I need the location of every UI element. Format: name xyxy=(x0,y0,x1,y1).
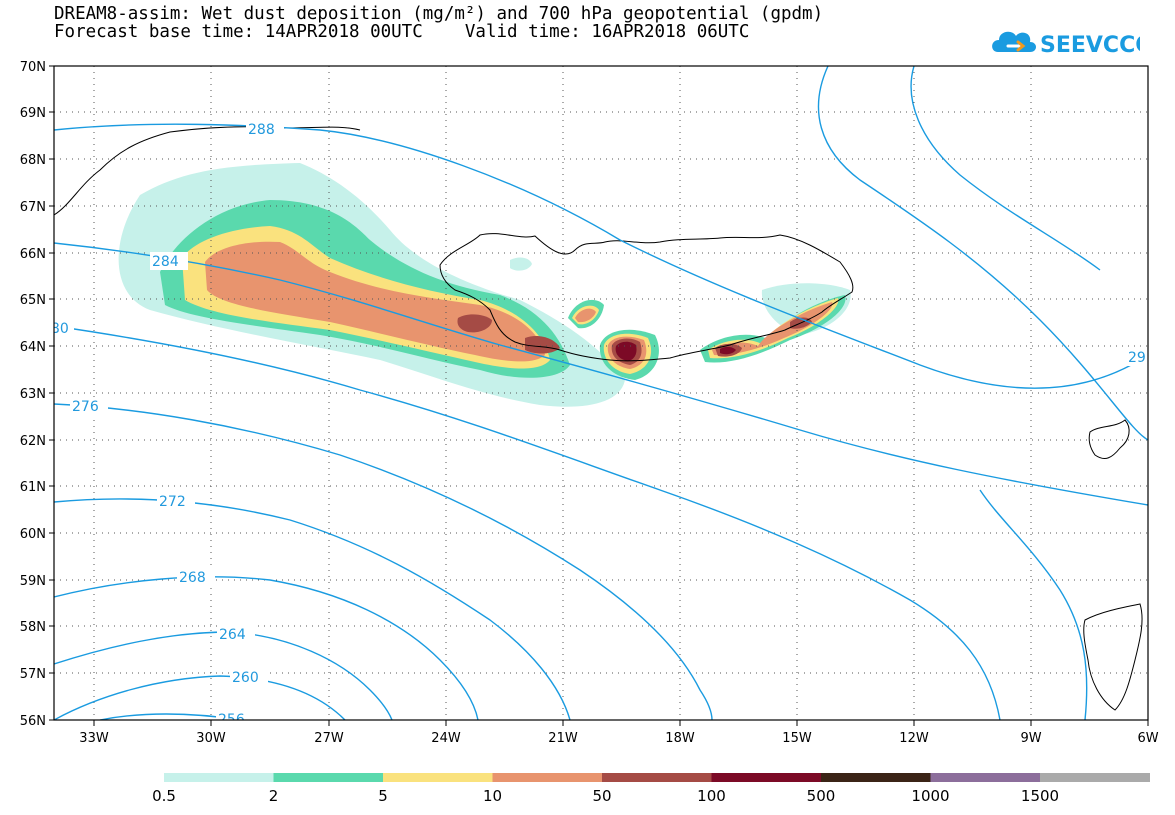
lat-label: 64N xyxy=(20,340,46,355)
legend-swatch xyxy=(383,773,493,782)
contour-labels: 288 284 280 276 272 268 264 260 256 29 xyxy=(42,120,1148,728)
legend-label: 5 xyxy=(378,787,388,805)
legend-label: 0.5 xyxy=(152,787,176,805)
contour-label-268: 268 xyxy=(179,570,206,586)
lat-label: 63N xyxy=(20,387,46,402)
contour-label-280: 280 xyxy=(42,321,69,337)
legend-label: 10 xyxy=(483,787,502,805)
lat-label: 57N xyxy=(20,667,46,682)
contour-label-260: 260 xyxy=(232,670,259,686)
lat-label: 70N xyxy=(20,60,46,75)
lat-label: 69N xyxy=(20,106,46,121)
lon-label: 12W xyxy=(899,731,929,746)
contour-label-288: 288 xyxy=(248,122,275,138)
longitude-labels: 33W 30W 27W 24W 21W 18W 15W 12W 9W 6W xyxy=(79,731,1158,746)
lon-label: 30W xyxy=(196,731,226,746)
seevccc-logo: SEEVCCC xyxy=(992,31,1140,58)
logo-text: SEEVCCC xyxy=(1040,33,1140,58)
legend-label: 1000 xyxy=(911,787,949,805)
contour-label-276: 276 xyxy=(72,399,99,415)
lat-label: 60N xyxy=(20,527,46,542)
color-legend: 0.5 2 5 10 50 100 500 1000 1500 xyxy=(152,773,1150,805)
dust-deposition-field xyxy=(118,163,851,407)
legend-label: 500 xyxy=(807,787,836,805)
lat-label: 68N xyxy=(20,153,46,168)
lon-label: 33W xyxy=(79,731,109,746)
contour-label-284: 284 xyxy=(152,254,179,270)
graticule xyxy=(54,66,1148,720)
latitude-labels: 70N 69N 68N 67N 66N 65N 64N 63N 62N 61N … xyxy=(20,60,46,729)
contour-label-272: 272 xyxy=(159,494,186,510)
lon-label: 24W xyxy=(431,731,461,746)
legend-swatch xyxy=(711,773,822,782)
lat-label: 66N xyxy=(20,247,46,262)
legend-label: 1500 xyxy=(1021,787,1059,805)
lon-label: 15W xyxy=(782,731,812,746)
lat-label: 62N xyxy=(20,434,46,449)
lat-label: 59N xyxy=(20,574,46,589)
axis-ticks xyxy=(49,65,1149,726)
legend-swatch xyxy=(602,773,712,782)
legend-swatch xyxy=(821,773,931,782)
lat-label: 67N xyxy=(20,200,46,215)
coastline xyxy=(54,126,1143,711)
lon-label: 21W xyxy=(548,731,578,746)
geopotential-contours xyxy=(54,66,1148,720)
contour-label-264: 264 xyxy=(219,627,246,643)
legend-swatch xyxy=(1040,773,1150,782)
legend-swatch xyxy=(930,773,1041,782)
lat-label: 58N xyxy=(20,620,46,635)
legend-label: 50 xyxy=(592,787,611,805)
legend-swatch xyxy=(164,773,274,782)
contour-label-29: 29 xyxy=(1128,350,1146,366)
legend-swatch xyxy=(273,773,384,782)
legend-swatch xyxy=(492,773,603,782)
map-title: DREAM8-assim: Wet dust deposition (mg/m²… xyxy=(54,4,824,24)
lon-label: 18W xyxy=(665,731,695,746)
lon-label: 27W xyxy=(314,731,344,746)
lat-label: 56N xyxy=(20,714,46,729)
map-subtitle: Forecast base time: 14APR2018 00UTC Vali… xyxy=(54,22,750,42)
lon-label: 6W xyxy=(1137,731,1158,746)
lat-label: 61N xyxy=(20,480,46,495)
lat-label: 65N xyxy=(20,293,46,308)
contour-label-256: 256 xyxy=(218,712,245,728)
cloud-icon xyxy=(992,31,1036,52)
legend-label: 2 xyxy=(269,787,279,805)
lon-label: 9W xyxy=(1020,731,1041,746)
legend-label: 100 xyxy=(697,787,726,805)
